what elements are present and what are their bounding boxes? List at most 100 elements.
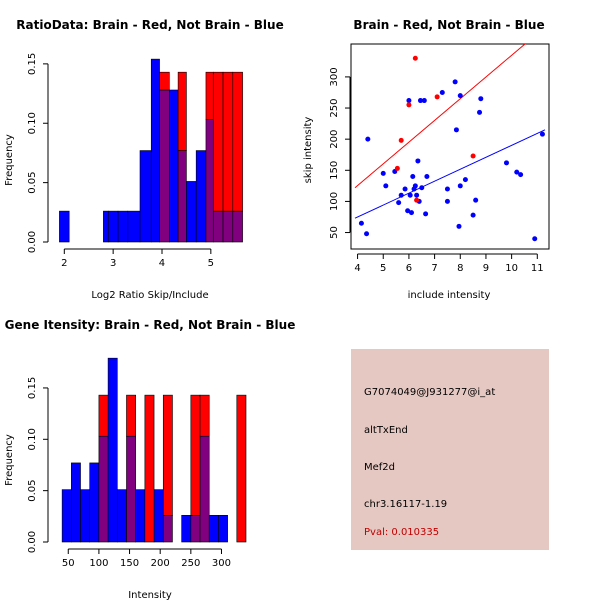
overlap-bar xyxy=(205,119,214,243)
probe-id-text: G7074049@J931277@i_at xyxy=(364,387,496,398)
pval-text: Pval: 0.010335 xyxy=(364,527,440,538)
gene-y-axis-label: Frequency xyxy=(4,434,15,486)
overlap-bar xyxy=(212,210,224,243)
not-brain-bar xyxy=(195,150,207,243)
brain-bar xyxy=(236,394,247,543)
not-brain-point xyxy=(503,160,509,166)
x-tick-label: 100 xyxy=(89,558,108,569)
brain-bar xyxy=(222,71,234,212)
not-brain-point xyxy=(417,98,423,104)
not-brain-point xyxy=(415,158,421,164)
location-text: chr3.16117-1.19 xyxy=(364,499,448,510)
scatter-panel: Brain - Red, Not Brain - Blue include in… xyxy=(303,18,550,301)
not-brain-bar xyxy=(181,514,192,543)
not-brain-point xyxy=(398,192,404,198)
y-tick-label: 0.00 xyxy=(27,231,38,253)
not-brain-point xyxy=(365,136,371,142)
y-tick-label: 50 xyxy=(329,226,340,239)
y-tick-label: 0.15 xyxy=(27,377,38,399)
not-brain-bar xyxy=(59,210,70,243)
not-brain-point xyxy=(478,96,484,102)
brain-bar xyxy=(126,394,136,437)
not-brain-bar xyxy=(153,489,164,543)
gene-bars xyxy=(61,357,247,543)
not-brain-point xyxy=(457,183,463,189)
brain-bar xyxy=(159,71,170,91)
not-brain-point xyxy=(410,174,416,180)
not-brain-point xyxy=(473,197,479,203)
scatter-x-axis-label: include intensity xyxy=(408,290,491,301)
not-brain-bar xyxy=(107,357,118,543)
gene-histogram-panel: Gene Itensity: Brain - Red, Not Brain - … xyxy=(4,318,295,600)
not-brain-point xyxy=(532,236,538,242)
x-tick-label: 8 xyxy=(457,263,463,274)
overlap-bar xyxy=(199,435,210,543)
x-tick-label: 5 xyxy=(208,258,214,269)
x-tick-label: 2 xyxy=(61,258,67,269)
ratio-bars xyxy=(59,58,243,243)
ratio-chart-title: RatioData: Brain - Red, Not Brain - Blue xyxy=(16,18,283,32)
x-tick-label: 10 xyxy=(505,263,518,274)
not-brain-point xyxy=(539,131,545,137)
brain-bar xyxy=(212,71,224,212)
not-brain-point xyxy=(439,89,445,95)
not-brain-bar xyxy=(89,462,100,543)
y-tick-label: 250 xyxy=(329,98,340,117)
not-brain-point xyxy=(444,186,450,192)
not-brain-point xyxy=(408,210,414,216)
overlap-bar xyxy=(98,435,109,543)
x-tick-label: 9 xyxy=(483,263,489,274)
not-brain-point xyxy=(412,183,418,189)
overlap-bar xyxy=(126,435,136,543)
y-tick-label: 150 xyxy=(329,161,340,180)
brain-bar xyxy=(199,394,210,437)
not-brain-point xyxy=(457,93,463,99)
plot-frame xyxy=(350,43,550,250)
not-brain-point xyxy=(396,200,402,206)
not-brain-point xyxy=(419,185,425,191)
gene-axes: 50 100 150 200 250 300 0.00 0.05 0.10 0.15 xyxy=(27,377,231,569)
not-brain-bar xyxy=(139,150,152,243)
gene-chart-title: Gene Itensity: Brain - Red, Not Brain - … xyxy=(5,318,296,332)
not-brain-bar xyxy=(116,489,127,543)
not-brain-bar xyxy=(117,210,129,243)
overlap-bar xyxy=(222,210,234,243)
not-brain-point xyxy=(518,172,524,178)
x-tick-label: 4 xyxy=(159,258,165,269)
not-brain-bar xyxy=(107,210,119,243)
y-tick-label: 100 xyxy=(329,192,340,211)
gene-name-text: Mef2d xyxy=(364,462,396,473)
not-brain-point xyxy=(477,109,483,115)
x-tick-label: 3 xyxy=(110,258,116,269)
x-tick-label: 7 xyxy=(431,263,437,274)
x-tick-label: 5 xyxy=(380,263,386,274)
brain-point xyxy=(406,102,412,108)
not-brain-point xyxy=(421,98,427,104)
scatter-plot-area xyxy=(350,43,550,250)
not-brain-point xyxy=(456,223,462,229)
x-tick-label: 150 xyxy=(120,558,139,569)
brain-bar xyxy=(190,394,201,516)
not-brain-point xyxy=(358,220,364,226)
not-brain-point xyxy=(462,177,468,183)
overlap-bar xyxy=(162,514,173,543)
not-brain-bar xyxy=(135,489,146,543)
not-brain-point xyxy=(364,231,370,237)
brain-point xyxy=(470,153,476,159)
not-brain-point xyxy=(405,208,411,214)
not-brain-point xyxy=(380,170,386,176)
y-tick-label: 0.00 xyxy=(27,531,38,553)
fit-lines xyxy=(354,44,546,219)
x-tick-label: 300 xyxy=(212,558,231,569)
scatter-chart-title: Brain - Red, Not Brain - Blue xyxy=(353,18,544,32)
not-brain-bar xyxy=(208,514,219,543)
y-tick-label: 0.10 xyxy=(27,112,38,134)
not-brain-point xyxy=(470,212,476,218)
not-brain-point xyxy=(444,198,450,204)
x-tick-label: 50 xyxy=(62,558,75,569)
x-tick-label: 4 xyxy=(354,263,360,274)
not-brain-point xyxy=(452,79,458,85)
ratio-histogram-panel: RatioData: Brain - Red, Not Brain - Blue… xyxy=(4,18,284,301)
brain-point xyxy=(398,137,404,143)
not-brain-bar xyxy=(169,89,179,243)
